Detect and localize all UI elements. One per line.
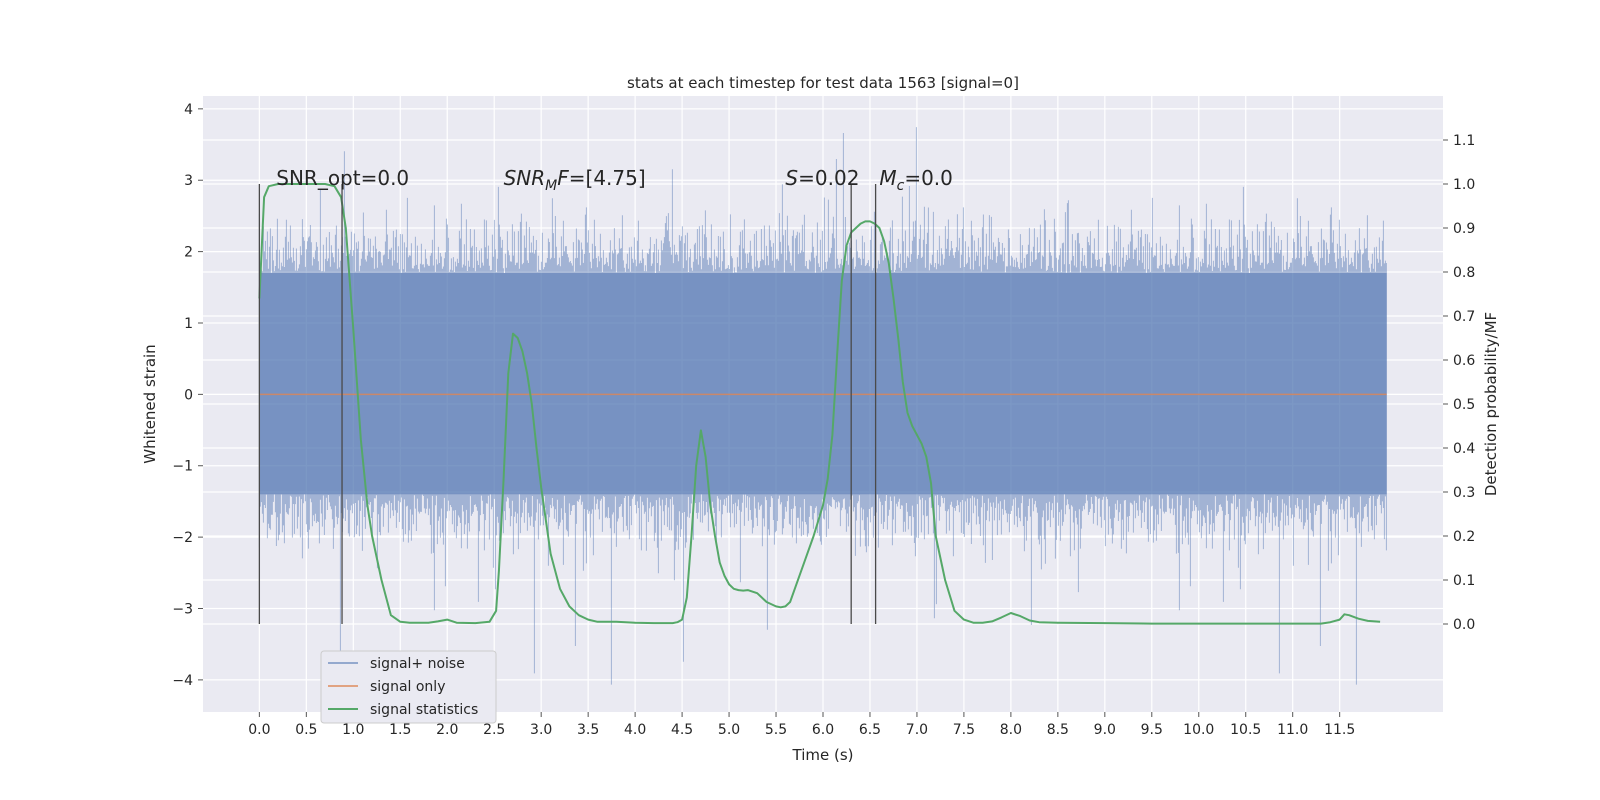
y-right-tick-label: 0.3 [1453, 485, 1475, 501]
x-tick-labels: 0.0 0.5 1.0 1.5 2.0 2.5 3.0 3.5 4.0 4.5 5.0 5.5 6.0 6… [248, 712, 1355, 738]
x-tick-label: 5.5 [765, 722, 787, 738]
series-layer [258, 183, 1387, 625]
y-right-tick-labels: 0.0 0.1 0.2 0.3 0.4 0.5 0.6 0.7 0.8 0.9 1.0 1.1 [1443, 133, 1475, 633]
noise-band [259, 273, 1387, 495]
x-tick-label: 7.0 [906, 722, 928, 738]
y-left-tick-label: 2 [184, 245, 193, 261]
x-tick-label: 4.0 [624, 722, 646, 738]
x-tick-label: 6.5 [859, 722, 881, 738]
x-tick-label: 1.5 [389, 722, 411, 738]
x-tick-label: 2.5 [483, 722, 505, 738]
y-left-tick-label: 1 [184, 316, 193, 332]
annotation-snr-opt: SNR_opt=0.0 [276, 166, 409, 190]
x-tick-label: 3.5 [577, 722, 599, 738]
legend: signal+ noise signal only signal statist… [320, 650, 497, 724]
y-right-tick-label: 0.9 [1453, 221, 1475, 237]
x-tick-label: 11.5 [1324, 722, 1355, 738]
x-tick-label: 2.0 [436, 722, 458, 738]
legend-box [320, 650, 497, 724]
y-right-tick-label: 0.8 [1453, 265, 1475, 281]
legend-label-signal-statistics: signal statistics [370, 702, 478, 718]
series-signal-noise [258, 127, 1387, 685]
y-right-tick-label: 0.5 [1453, 397, 1475, 413]
vertical-markers [258, 184, 877, 624]
y-axis-label-left: Whitened strain [141, 344, 159, 463]
y-right-tick-label: 1.0 [1453, 177, 1475, 193]
x-axis-label: Time (s) [792, 746, 854, 764]
annotation-snr-mf: SNRMF=[4.75] [504, 166, 646, 194]
x-tick-label: 4.5 [671, 722, 693, 738]
y-left-tick-label: −1 [172, 459, 193, 475]
x-tick-label: 9.5 [1141, 722, 1163, 738]
x-tick-label: 5.0 [718, 722, 740, 738]
series-signal-statistics [258, 183, 1381, 625]
y-right-tick-label: 0.1 [1453, 573, 1475, 589]
x-tick-label: 6.0 [812, 722, 834, 738]
y-right-tick-label: 0.7 [1453, 309, 1475, 325]
x-tick-label: 8.5 [1047, 722, 1069, 738]
x-tick-label: 3.0 [530, 722, 552, 738]
legend-label-signal-only: signal only [370, 679, 445, 695]
annotations: SNR_opt=0.0 SNRMF=[4.75] S=0.02 Mc=0.0 [276, 166, 953, 194]
x-tick-label: 10.5 [1230, 722, 1261, 738]
annotation-s-stat: S=0.02 [785, 166, 859, 190]
y-left-tick-label: −2 [172, 530, 193, 546]
y-right-tick-label: 0.4 [1453, 441, 1475, 457]
chart-title: stats at each timestep for test data 156… [627, 74, 1019, 92]
y-left-tick-label: 3 [184, 173, 193, 189]
annotation-mc: Mc=0.0 [879, 166, 953, 194]
y-left-tick-label: −4 [172, 673, 193, 689]
x-tick-label: 7.5 [953, 722, 975, 738]
x-tick-label: 9.0 [1094, 722, 1116, 738]
legend-label-signal-noise: signal+ noise [370, 656, 465, 672]
x-tick-label: 8.0 [1000, 722, 1022, 738]
y-right-tick-label: 0.6 [1453, 353, 1475, 369]
y-right-tick-label: 1.1 [1453, 133, 1475, 149]
y-left-tick-label: 4 [184, 102, 193, 118]
x-tick-label: 1.0 [342, 722, 364, 738]
y-left-tick-label: −3 [172, 602, 193, 618]
x-tick-label: 0.0 [248, 722, 270, 738]
x-tick-label: 10.0 [1183, 722, 1214, 738]
x-tick-label: 11.0 [1277, 722, 1308, 738]
y-right-tick-label: 0.2 [1453, 529, 1475, 545]
x-tick-label: 0.5 [295, 722, 317, 738]
y-axis-label-right: Detection probability/MF [1482, 312, 1500, 496]
y-right-tick-label: 0.0 [1453, 617, 1475, 633]
y-left-tick-labels: −4 −3 −2 −1 0 1 2 3 4 [172, 102, 203, 689]
y-left-tick-label: 0 [184, 387, 193, 403]
